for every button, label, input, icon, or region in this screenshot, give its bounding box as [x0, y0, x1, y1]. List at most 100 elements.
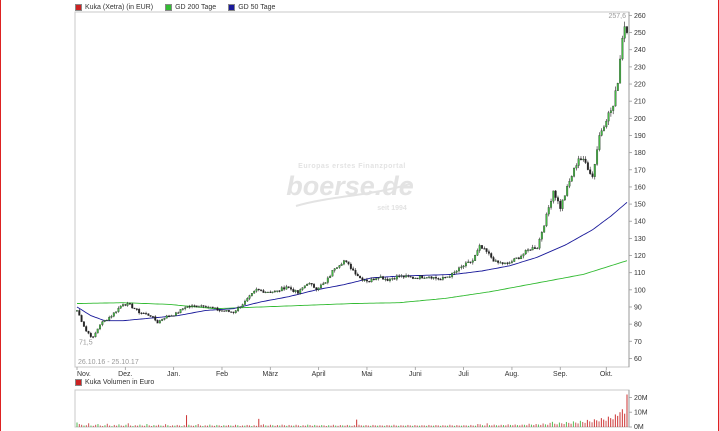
candle-body: [131, 303, 134, 309]
y-tick-label: 190: [634, 133, 646, 140]
candle-body: [395, 275, 398, 280]
price-candle: [570, 175, 573, 182]
price-candle: [82, 321, 85, 327]
price-candle: [464, 261, 467, 268]
price-candle: [290, 285, 292, 291]
candle-body: [239, 306, 242, 308]
price-candle: [285, 284, 288, 290]
candle-body: [596, 149, 599, 165]
price-y-axis: 60 70 80 90 100 110 120 130 140 150 160 170 180 190 20…: [629, 13, 646, 363]
y-tick-label: 70: [634, 339, 642, 346]
price-candle: [559, 199, 562, 212]
x-tick-label: Feb: [216, 371, 228, 378]
price-candle: [398, 274, 401, 278]
candle-body: [186, 306, 189, 308]
price-candle: [230, 311, 233, 313]
candle-body: [145, 313, 147, 315]
price-candle: [315, 287, 318, 292]
price-candle: [435, 275, 437, 281]
legend-item-price: Kuka (Xetra) (in EUR): [75, 3, 153, 11]
candle-body: [405, 275, 408, 278]
price-candle: [126, 301, 129, 307]
price-candle: [418, 275, 421, 280]
price-candle: [257, 288, 260, 292]
candle-body: [600, 130, 603, 136]
candle-body: [255, 288, 258, 292]
price-candle: [186, 306, 189, 308]
candle-body: [248, 295, 251, 299]
x-tick-label: März: [263, 371, 279, 378]
x-tick-label: April: [312, 371, 326, 378]
price-candle: [536, 247, 539, 250]
price-candle: [563, 195, 566, 202]
price-candle: [557, 195, 559, 205]
price-candle: [119, 305, 122, 309]
price-candle: [94, 331, 97, 338]
price-candle: [324, 282, 327, 284]
price-candle: [483, 246, 486, 250]
candle-body: [384, 278, 387, 280]
price-candle: [612, 105, 615, 115]
candle-body: [262, 290, 265, 293]
price-candle: [326, 276, 329, 285]
price-candle: [425, 277, 428, 279]
price-candle: [607, 110, 610, 125]
candle-body: [313, 284, 315, 288]
candle-body: [101, 321, 104, 325]
candle-body: [616, 83, 619, 91]
price-candle: [271, 291, 274, 294]
candle-body: [179, 309, 182, 313]
candle-body: [492, 257, 495, 262]
price-candle: [494, 258, 497, 262]
candle-body: [294, 290, 297, 292]
candle-body: [191, 305, 194, 307]
candle-body: [181, 308, 184, 310]
candle-body: [200, 305, 203, 307]
candle-body: [418, 275, 421, 279]
candle-body: [361, 277, 364, 281]
volume-panel-frame: [74, 389, 630, 428]
price-candle: [513, 257, 516, 262]
date-range-label: 26.10.16 - 25.10.17: [78, 359, 139, 366]
candle-body: [536, 247, 539, 250]
candle-body: [204, 306, 207, 308]
price-candle: [561, 199, 564, 212]
price-candle: [306, 283, 309, 286]
candle-body: [591, 173, 594, 177]
candle-body: [322, 283, 325, 286]
price-candle: [267, 291, 269, 293]
price-candle: [223, 310, 226, 312]
candle-body: [393, 278, 396, 280]
price-candle: [122, 303, 124, 308]
candle-body: [115, 311, 118, 313]
candle-body: [573, 167, 576, 177]
price-candle: [430, 276, 433, 280]
candle-body: [230, 311, 233, 313]
price-candle: [368, 280, 371, 283]
candle-body: [471, 260, 474, 263]
price-candle: [296, 290, 299, 295]
candle-body: [163, 318, 166, 320]
candle-body: [545, 213, 548, 226]
candle-body: [458, 267, 460, 272]
candle-body: [78, 310, 81, 316]
price-candle: [191, 304, 194, 309]
price-candle: [545, 212, 548, 228]
candle-body: [221, 310, 223, 312]
candle-body: [94, 332, 97, 338]
price-candle: [501, 262, 504, 266]
volume-bars: [76, 394, 628, 427]
price-candle: [322, 281, 325, 286]
candle-body: [278, 290, 281, 292]
candle-body: [375, 278, 378, 281]
series-gd200-line: [77, 260, 628, 310]
watermark-swoosh: [295, 183, 411, 207]
candle-body: [540, 232, 543, 240]
candle-body: [370, 278, 373, 283]
candle-body: [158, 320, 161, 324]
candle-body: [296, 290, 299, 294]
candle-body: [207, 306, 210, 308]
price-candle: [112, 312, 115, 318]
candle-body: [80, 315, 83, 322]
price-candle: [524, 249, 527, 255]
